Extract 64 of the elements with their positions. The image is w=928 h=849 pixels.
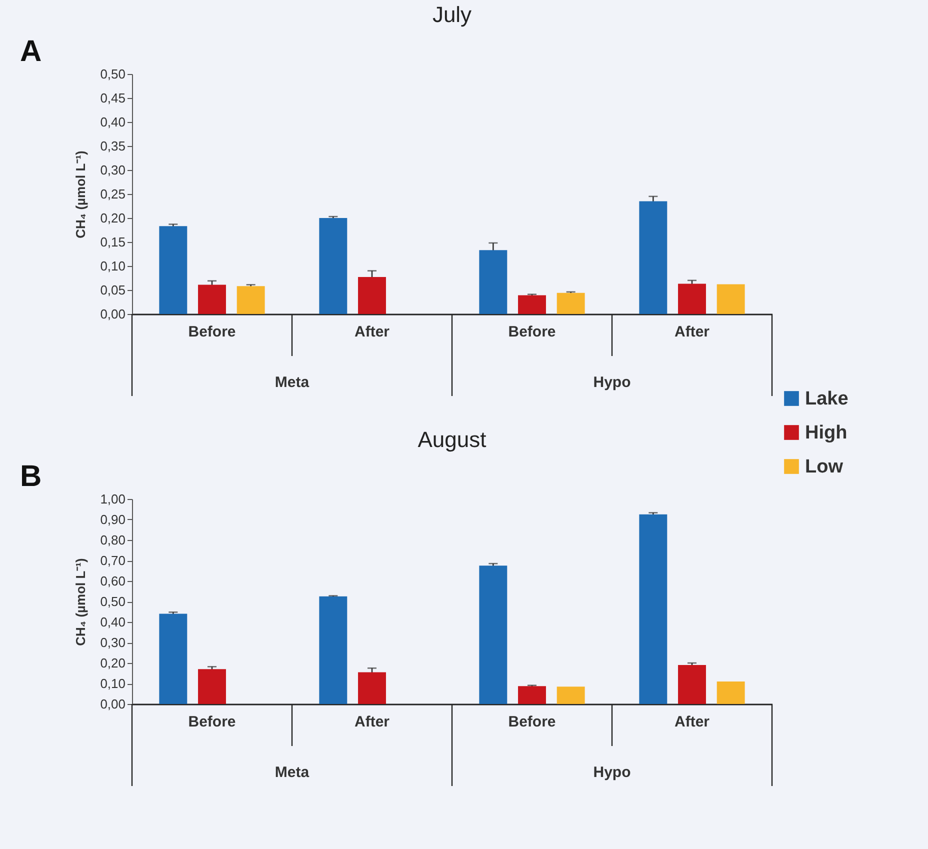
y-axis-title: CH₄ (µmol L⁻¹) <box>73 150 88 238</box>
x-tick-label: After <box>674 714 710 730</box>
y-tick-label: 1,00 <box>100 492 126 506</box>
bar <box>639 514 668 704</box>
x-tick-label: Before <box>188 714 236 730</box>
text: B <box>20 460 42 493</box>
y-tick-label: 0,00 <box>100 696 126 712</box>
y-tick-label: 0,70 <box>100 553 126 568</box>
bar <box>358 672 386 704</box>
y-tick-label: 0,50 <box>100 66 126 82</box>
chart-title: August <box>418 427 486 452</box>
y-tick-label: 0,05 <box>100 282 126 298</box>
y-tick-label: 0,25 <box>100 186 126 202</box>
y-tick-label: 0,40 <box>100 114 126 130</box>
text: Hypo <box>593 764 631 781</box>
bar <box>678 284 706 314</box>
y-tick-label: 0,35 <box>100 138 126 154</box>
y-tick-label: 0,10 <box>100 676 126 691</box>
y-tick-label: 0,30 <box>100 635 126 650</box>
bar <box>159 226 188 314</box>
legend-label: Lake <box>805 388 848 410</box>
bar <box>198 284 226 314</box>
bar <box>716 284 745 314</box>
bar <box>198 669 226 704</box>
y-tick-label: 0,30 <box>100 162 126 178</box>
bar <box>556 686 585 704</box>
bar <box>236 286 265 314</box>
bar <box>639 201 668 314</box>
text: Meta <box>274 374 310 391</box>
x-tick-label: Before <box>508 714 556 730</box>
bar <box>319 218 348 314</box>
y-tick-label: 0,90 <box>100 512 126 527</box>
bar <box>556 292 585 314</box>
chart-title: July <box>432 2 472 27</box>
bar <box>678 665 706 704</box>
y-tick-label: 0,00 <box>100 306 126 322</box>
y-tick-label: 0,80 <box>100 532 126 548</box>
y-tick-label: 0,45 <box>100 90 126 106</box>
y-tick-label: 0,50 <box>100 594 126 609</box>
legend-label: High <box>805 422 848 444</box>
y-tick-label: 0,60 <box>100 574 126 588</box>
x-tick-label: After <box>354 324 390 340</box>
x-tick-label: After <box>354 714 390 730</box>
bar <box>518 295 546 314</box>
bar <box>159 614 188 704</box>
bar <box>518 686 546 704</box>
text: A <box>20 35 42 68</box>
legend-label: Low <box>805 456 844 478</box>
y-tick-label: 0,20 <box>100 656 126 670</box>
bar <box>319 596 348 704</box>
x-tick-label: Before <box>188 324 236 340</box>
x-tick-label: After <box>674 324 710 340</box>
bar <box>358 277 386 314</box>
bar <box>479 250 508 314</box>
x-tick-label: Before <box>508 324 556 340</box>
bar <box>479 566 508 704</box>
bar <box>716 681 745 704</box>
y-tick-label: 0,15 <box>100 234 126 250</box>
text: Hypo <box>593 374 631 391</box>
y-tick-label: 0,40 <box>100 614 126 630</box>
y-axis-title: CH₄ (µmol L⁻¹) <box>73 558 88 646</box>
y-tick-label: 0,20 <box>100 210 126 226</box>
text: Meta <box>274 764 310 781</box>
y-tick-label: 0,10 <box>100 258 126 274</box>
